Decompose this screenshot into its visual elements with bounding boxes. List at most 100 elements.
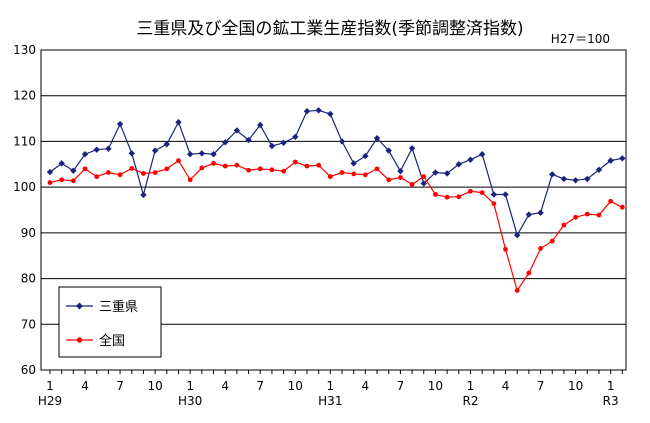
x-tick-label: 4 <box>81 379 89 393</box>
data-point <box>316 162 322 168</box>
data-point <box>432 169 439 176</box>
data-point <box>596 212 602 218</box>
x-era-label: R2 <box>462 394 478 408</box>
y-tick-label: 70 <box>21 317 36 331</box>
data-point <box>386 177 392 183</box>
x-tick-label: 1 <box>326 379 334 393</box>
data-point <box>420 180 427 187</box>
data-point <box>187 177 193 183</box>
data-point <box>211 160 216 166</box>
x-tick-label: 1 <box>607 379 615 393</box>
data-point <box>58 160 65 167</box>
data-point <box>397 167 404 175</box>
x-tick-label: 1 <box>467 379 475 393</box>
data-point <box>607 157 614 164</box>
data-point <box>421 174 427 180</box>
data-point <box>106 170 111 175</box>
data-point <box>619 204 625 210</box>
data-point <box>433 192 438 197</box>
legend-label-mie: 三重県 <box>99 299 138 315</box>
data-point <box>525 211 533 218</box>
legend-box <box>58 286 162 358</box>
y-tick-label: 130 <box>13 43 36 57</box>
data-point <box>502 191 509 198</box>
data-point <box>572 177 579 184</box>
data-point <box>245 136 252 144</box>
y-tick-label: 120 <box>13 89 36 103</box>
data-point <box>456 194 462 200</box>
series-lines <box>46 107 626 293</box>
data-point <box>141 171 146 176</box>
data-point <box>222 163 228 169</box>
data-point <box>362 152 369 160</box>
data-point <box>269 167 275 173</box>
data-point <box>152 170 158 175</box>
data-point <box>327 174 333 180</box>
x-tick-label: 10 <box>147 379 162 393</box>
x-tick-label: 4 <box>502 379 510 393</box>
data-point <box>526 270 532 276</box>
data-point <box>70 178 76 184</box>
series-mie <box>46 107 626 239</box>
data-point <box>198 150 206 157</box>
data-point <box>549 171 556 178</box>
data-point <box>129 166 135 171</box>
data-point <box>164 166 170 172</box>
y-tick-label: 80 <box>21 272 36 286</box>
data-point <box>398 175 403 180</box>
data-point <box>186 151 194 158</box>
data-point <box>338 138 346 145</box>
legend-label-national: 全国 <box>99 333 125 349</box>
x-era-label: H30 <box>178 394 202 408</box>
data-point <box>538 246 543 251</box>
data-point <box>455 161 462 168</box>
data-point <box>222 139 229 146</box>
data-point <box>373 135 381 142</box>
y-tick-label: 110 <box>13 134 36 148</box>
data-point <box>560 175 568 183</box>
data-point <box>46 168 54 176</box>
data-point <box>385 147 392 154</box>
data-point <box>281 168 286 174</box>
data-point <box>503 246 508 252</box>
data-point <box>82 166 88 172</box>
data-point <box>619 155 626 162</box>
data-point <box>350 160 357 167</box>
data-point <box>128 150 135 157</box>
data-point <box>81 151 89 158</box>
data-point <box>70 167 77 174</box>
data-point <box>292 133 299 141</box>
data-point <box>444 194 450 200</box>
data-point <box>59 177 65 183</box>
data-point <box>514 288 520 293</box>
x-tick-label: 10 <box>568 379 583 393</box>
legend: 三重県 全国 <box>58 286 162 358</box>
data-point <box>304 163 310 169</box>
data-point <box>292 159 298 165</box>
x-tick-label: 4 <box>362 379 370 393</box>
data-point <box>210 151 217 158</box>
x-tick-label: 4 <box>221 379 229 393</box>
unit-note: H27＝100 <box>551 32 610 46</box>
data-point <box>303 108 311 115</box>
data-point <box>116 120 124 128</box>
x-era-label: H31 <box>318 394 342 408</box>
data-point <box>105 145 112 152</box>
data-point <box>549 238 555 244</box>
x-tick-label: 7 <box>537 379 545 393</box>
data-point <box>94 174 100 180</box>
data-point <box>199 165 205 171</box>
data-point <box>584 175 591 183</box>
y-tick-label: 60 <box>21 363 36 377</box>
series-line <box>49 109 623 237</box>
data-point <box>584 211 590 217</box>
data-point <box>479 190 485 196</box>
data-point <box>327 110 334 118</box>
x-tick-label: 1 <box>46 379 54 393</box>
data-point <box>175 119 182 126</box>
data-point <box>468 188 473 194</box>
y-axis-ticks: 60 70 80 90 100 110 120 130 <box>13 43 36 377</box>
data-point <box>362 172 368 178</box>
data-point <box>339 170 345 175</box>
